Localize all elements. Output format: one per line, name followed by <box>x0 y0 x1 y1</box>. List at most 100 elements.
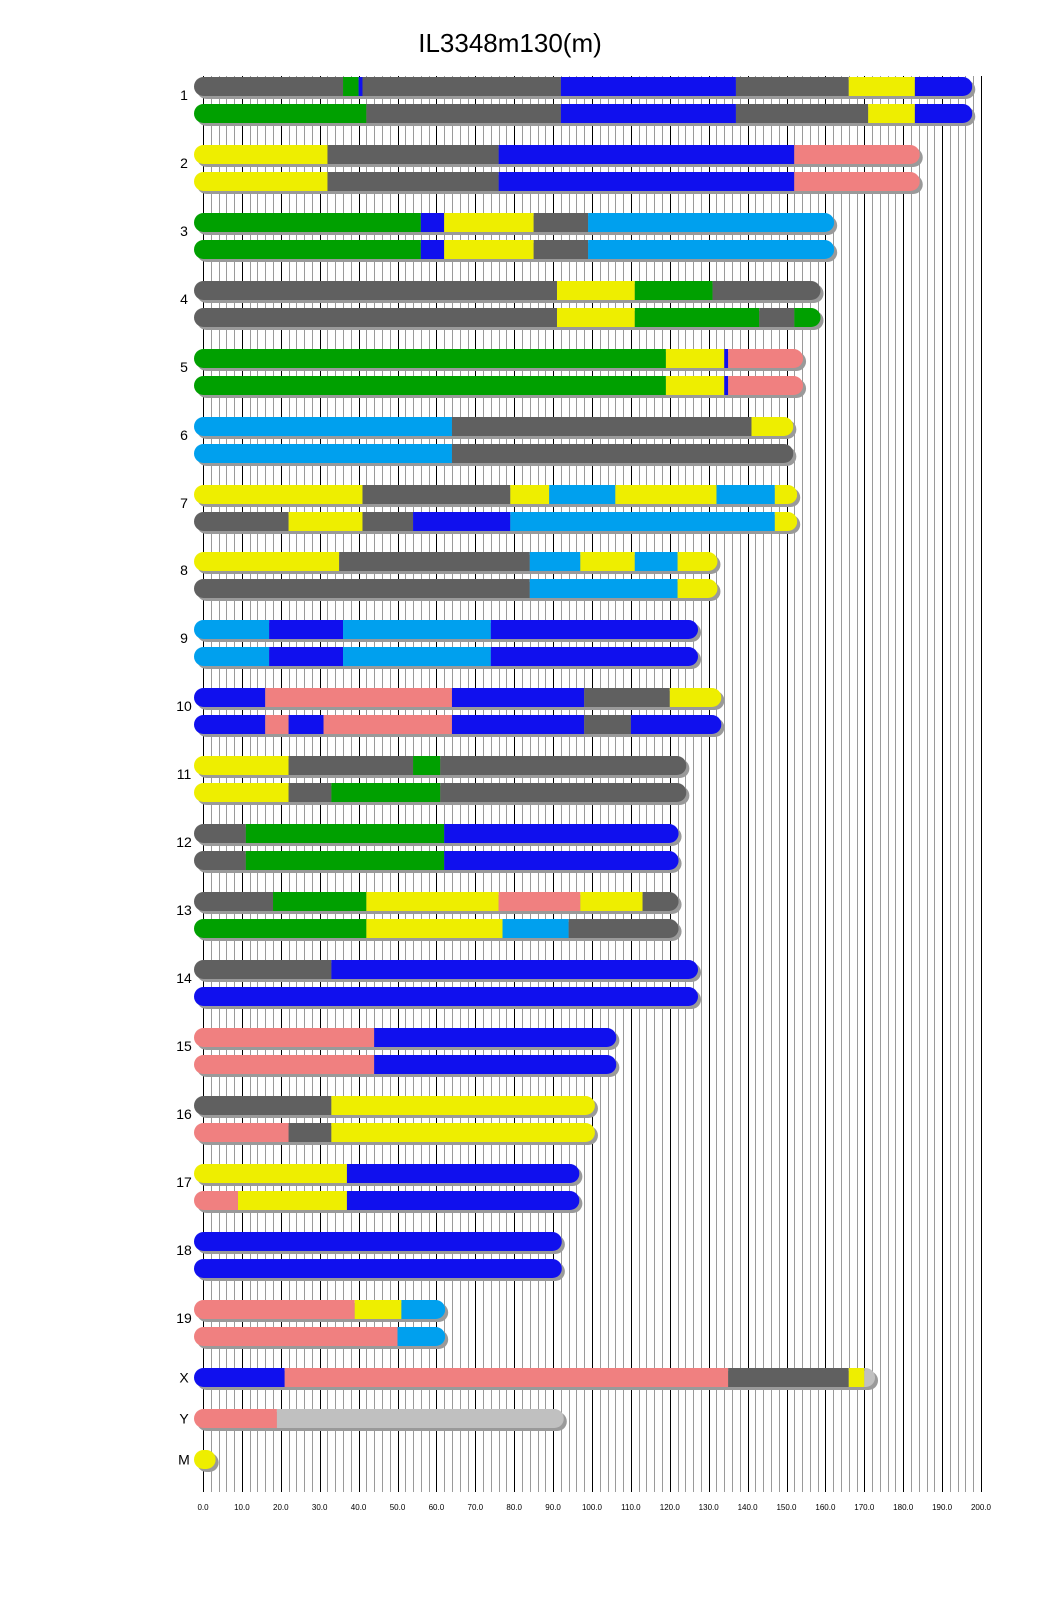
segment-gray <box>568 919 679 938</box>
segment-gray <box>288 783 332 802</box>
segment-blue <box>914 77 973 96</box>
segment-lightblue <box>634 552 678 571</box>
segment-green <box>794 308 821 327</box>
segment-pink <box>728 349 804 368</box>
segment-blue <box>451 688 585 707</box>
segment-gray <box>288 1123 332 1142</box>
segment-lightblue <box>194 647 270 666</box>
segment-yellow <box>366 919 503 938</box>
chart-title: IL3348m130(m) <box>418 28 602 58</box>
haplotype-bar <box>194 1055 617 1074</box>
segment-blue <box>346 1191 580 1210</box>
chromosome-10: 10 <box>176 688 725 737</box>
x-tick-label: 30.0 <box>312 1503 328 1512</box>
segment-yellow <box>194 552 340 571</box>
segment-lightblue <box>194 444 452 463</box>
segment-green <box>194 349 666 368</box>
segment-lightblue <box>588 213 835 232</box>
chromosome-12: 12 <box>176 824 682 873</box>
segment-gray <box>194 892 274 911</box>
segment-blue <box>269 647 344 666</box>
x-tick-label: 150.0 <box>776 1503 797 1512</box>
haplotype-bar <box>194 756 687 775</box>
chromosome-label: 3 <box>180 223 188 239</box>
haplotype-bar <box>194 1028 617 1047</box>
chromosome-label: 2 <box>180 155 188 171</box>
haplotype-bar <box>194 1164 580 1183</box>
segment-blue <box>498 172 795 191</box>
segment-green <box>194 213 421 232</box>
haplotype-bar <box>194 579 718 598</box>
segment-yellow <box>751 417 794 436</box>
segment-blue <box>269 620 344 639</box>
haplotype-bar <box>194 145 920 164</box>
chromosome-label: 18 <box>176 1242 192 1258</box>
haplotype-bar <box>194 647 699 666</box>
chromosome-1: 1 <box>180 77 976 126</box>
segment-yellow <box>194 756 289 775</box>
segment-gray <box>735 104 869 123</box>
segment-blue <box>374 1028 617 1047</box>
x-tick-label: 10.0 <box>234 1503 250 1512</box>
x-tick-label: 160.0 <box>815 1503 836 1512</box>
segment-lightblue <box>588 240 835 259</box>
segment-gray <box>362 485 511 504</box>
chromosome-label: Y <box>179 1411 189 1427</box>
segment-yellow <box>665 349 725 368</box>
segment-gray <box>584 688 670 707</box>
segment-yellow <box>194 145 328 164</box>
segment-yellow <box>556 308 635 327</box>
segment-gray <box>194 512 289 531</box>
chromosome-19: 19 <box>176 1300 449 1349</box>
chromosome-label: 4 <box>180 291 188 307</box>
segment-yellow <box>194 1450 216 1469</box>
haplotype-bar <box>194 715 722 734</box>
segment-blue <box>630 715 722 734</box>
segment-blue <box>374 1055 617 1074</box>
chromosome-y: Y <box>179 1409 567 1431</box>
haplotype-bar <box>194 77 973 96</box>
x-tick-label: 120.0 <box>660 1503 681 1512</box>
segment-pink <box>194 1028 375 1047</box>
haplotype-bar <box>194 688 722 707</box>
segment-yellow <box>238 1191 347 1210</box>
haplotype-bar <box>194 104 973 123</box>
segment-yellow <box>848 77 915 96</box>
segment-yellow <box>194 1164 347 1183</box>
haplotype-bar <box>194 172 920 191</box>
segment-gray <box>362 77 561 96</box>
segment-blue <box>346 1164 580 1183</box>
segment-yellow <box>331 1123 595 1142</box>
segment-lightblue <box>194 620 270 639</box>
segment-gray <box>327 172 499 191</box>
chromosome-5: 5 <box>180 349 807 398</box>
segment-green <box>194 919 367 938</box>
chromosome-16: 16 <box>176 1096 598 1145</box>
segment-pink <box>194 1191 239 1210</box>
chromosome-label: 13 <box>176 902 192 918</box>
chromosome-label: 15 <box>176 1038 192 1054</box>
segment-green <box>634 281 713 300</box>
segment-yellow <box>615 485 717 504</box>
segment-gray <box>194 824 246 843</box>
segment-blue <box>420 213 445 232</box>
haplotype-bar <box>194 851 679 870</box>
chromosome-label: 19 <box>176 1310 192 1326</box>
haplotype-bar <box>194 281 821 300</box>
segment-green <box>245 851 445 870</box>
segment-green <box>194 240 421 259</box>
segment-yellow <box>444 213 534 232</box>
haplotype-bar <box>194 919 679 938</box>
chromosome-label: 9 <box>180 630 188 646</box>
haplotype-bar <box>194 417 794 436</box>
segment-yellow <box>774 512 798 531</box>
segment-green <box>194 104 367 123</box>
segment-gray <box>366 104 561 123</box>
chromosome-label: X <box>179 1370 189 1386</box>
chromosome-15: 15 <box>176 1028 620 1077</box>
haplotype-bar <box>194 308 821 327</box>
haplotype-bar <box>194 892 679 911</box>
x-tick-label: 20.0 <box>273 1503 289 1512</box>
segment-blue <box>444 824 679 843</box>
chromosome-label: M <box>178 1452 190 1468</box>
